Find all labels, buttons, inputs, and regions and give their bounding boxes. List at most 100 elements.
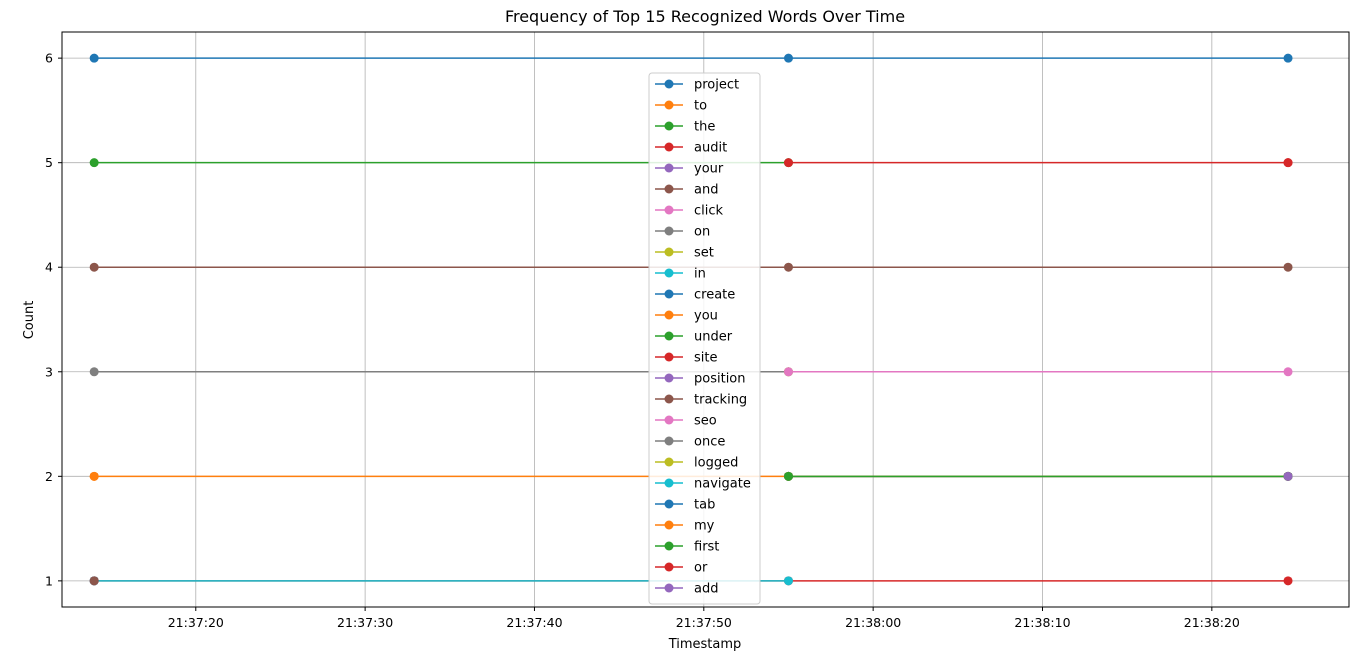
legend-item: navigate	[655, 477, 751, 492]
legend-item: set	[655, 246, 714, 261]
legend-marker	[664, 478, 674, 488]
chart-title: Frequency of Top 15 Recognized Words Ove…	[505, 7, 905, 26]
legend-marker	[664, 268, 674, 278]
data-point	[89, 471, 99, 481]
series-seo	[783, 367, 1293, 377]
legend-marker	[664, 499, 674, 509]
legend-label: you	[694, 309, 718, 324]
legend-marker	[664, 205, 674, 215]
data-point	[1283, 158, 1293, 168]
y-tick-label: 4	[45, 260, 53, 275]
legend-marker	[664, 289, 674, 299]
series-layer	[89, 53, 1293, 586]
legend-marker	[664, 541, 674, 551]
x-tick-label: 21:38:10	[1014, 615, 1070, 630]
data-point	[89, 158, 99, 168]
plot-frame	[61, 31, 1350, 608]
x-tick-label: 21:37:20	[168, 615, 224, 630]
legend-item: logged	[655, 456, 738, 471]
legend-label: seo	[694, 414, 717, 429]
x-tick-label: 21:37:30	[337, 615, 393, 630]
data-point	[1283, 471, 1293, 481]
legend-label: project	[694, 78, 739, 93]
legend-marker	[664, 352, 674, 362]
data-point	[89, 576, 99, 586]
legend-label: tracking	[694, 393, 747, 408]
legend-marker	[664, 415, 674, 425]
legend-label: click	[694, 204, 724, 219]
legend-item: seo	[655, 414, 717, 429]
data-point	[1283, 367, 1293, 377]
y-axis-label: Count	[22, 301, 37, 340]
data-point	[783, 262, 793, 272]
legend-label: logged	[694, 456, 738, 471]
series-project	[89, 53, 1293, 63]
legend-item: your	[655, 162, 724, 177]
y-tick-label: 5	[45, 155, 53, 170]
legend-label: add	[694, 582, 718, 597]
legend-item: to	[655, 99, 707, 114]
legend-marker	[664, 583, 674, 593]
legend-marker	[664, 79, 674, 89]
legend-marker	[664, 100, 674, 110]
legend-item: project	[655, 78, 739, 93]
legend-marker	[664, 226, 674, 236]
legend-item: on	[655, 225, 710, 240]
data-point	[89, 262, 99, 272]
legend-item: my	[655, 519, 715, 534]
legend-marker	[664, 331, 674, 341]
x-tick-label: 21:37:50	[676, 615, 732, 630]
data-point	[783, 367, 793, 377]
legend-marker	[664, 436, 674, 446]
legend-label: set	[694, 246, 714, 261]
legend-label: tab	[694, 498, 715, 513]
legend-box	[648, 72, 761, 605]
legend-item: site	[655, 351, 717, 366]
legend-item: under	[655, 330, 733, 345]
x-tick-label: 21:37:40	[506, 615, 562, 630]
series-site	[783, 158, 1293, 168]
legend-label: first	[694, 540, 719, 555]
legend-marker	[664, 163, 674, 173]
legend-label: the	[694, 120, 715, 135]
legend-marker	[664, 184, 674, 194]
data-point	[89, 53, 99, 63]
legend: project to the audit your and click on set in crea…	[648, 72, 761, 605]
legend-item: once	[655, 435, 725, 450]
y-tick-label: 6	[45, 51, 53, 66]
legend-item: or	[655, 561, 708, 576]
legend-label: on	[694, 225, 710, 240]
series-first	[783, 471, 1293, 481]
x-axis-label: Timestamp	[668, 637, 742, 652]
legend-marker	[664, 394, 674, 404]
y-tick-label: 2	[45, 469, 53, 484]
legend-label: or	[694, 561, 708, 576]
data-point	[783, 53, 793, 63]
data-point	[1283, 262, 1293, 272]
x-tick-label: 21:38:00	[845, 615, 901, 630]
legend-label: site	[694, 351, 717, 366]
y-axis: 1 2 3 4 5 6	[45, 51, 62, 588]
legend-label: create	[694, 288, 735, 303]
legend-label: audit	[694, 141, 727, 156]
legend-item: audit	[655, 141, 727, 156]
x-axis: 21:37:20 21:37:30 21:37:40 21:37:50 21:38:00…	[168, 607, 1240, 630]
legend-item: first	[655, 540, 719, 555]
legend-label: position	[694, 372, 746, 387]
x-tick-label: 21:38:20	[1184, 615, 1240, 630]
legend-marker	[664, 562, 674, 572]
legend-label: and	[694, 183, 718, 198]
legend-marker	[664, 310, 674, 320]
legend-item: the	[655, 120, 715, 135]
legend-label: in	[694, 267, 706, 282]
data-point	[783, 576, 793, 586]
legend-item: position	[655, 372, 746, 387]
legend-item: create	[655, 288, 735, 303]
series-you	[89, 471, 99, 481]
legend-marker	[664, 142, 674, 152]
legend-marker	[664, 520, 674, 530]
data-point	[1283, 576, 1293, 586]
legend-label: once	[694, 435, 725, 450]
y-tick-label: 1	[45, 573, 53, 588]
legend-label: navigate	[694, 477, 751, 492]
